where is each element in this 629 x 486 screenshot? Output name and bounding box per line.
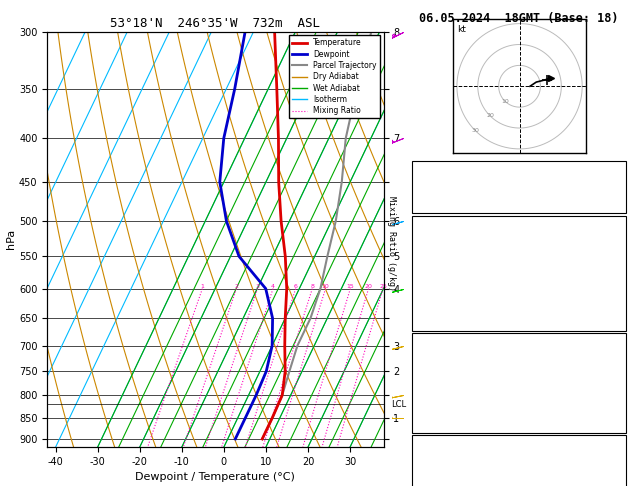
Text: 1.8: 1.8: [606, 251, 623, 260]
Text: θₑ (K): θₑ (K): [416, 369, 448, 378]
Text: SREH: SREH: [416, 470, 437, 480]
Text: 06.05.2024  18GMT (Base: 18): 06.05.2024 18GMT (Base: 18): [419, 12, 619, 25]
Text: 8.2: 8.2: [606, 235, 623, 244]
Text: 30: 30: [471, 128, 479, 133]
Text: θₑ(K): θₑ(K): [416, 267, 443, 277]
Text: Hodograph: Hodograph: [495, 439, 543, 448]
Text: 0: 0: [617, 315, 623, 325]
Text: Most Unstable: Most Unstable: [484, 338, 554, 347]
Text: Dewp (°C): Dewp (°C): [416, 251, 464, 260]
Text: Surface: Surface: [500, 220, 538, 229]
Text: 10: 10: [501, 99, 509, 104]
Text: Pressure (mb): Pressure (mb): [416, 353, 486, 362]
Y-axis label: km
ASL: km ASL: [413, 228, 431, 250]
Text: 0: 0: [617, 417, 623, 426]
Title: 53°18'N  246°35'W  732m  ASL: 53°18'N 246°35'W 732m ASL: [111, 17, 320, 31]
Text: Mixing Ratio (g/kg): Mixing Ratio (g/kg): [387, 195, 396, 291]
Text: 24: 24: [612, 166, 623, 174]
Text: 0: 0: [617, 299, 623, 309]
Text: 4: 4: [271, 284, 275, 289]
Legend: Temperature, Dewpoint, Parcel Trajectory, Dry Adiabat, Wet Adiabat, Isotherm, Mi: Temperature, Dewpoint, Parcel Trajectory…: [289, 35, 380, 118]
Text: Temp (°C): Temp (°C): [416, 235, 464, 244]
Text: 2: 2: [235, 284, 238, 289]
Text: CAPE (J): CAPE (J): [416, 401, 459, 410]
Text: PW (cm): PW (cm): [416, 198, 454, 207]
Text: 20: 20: [365, 284, 372, 289]
Text: 8: 8: [310, 284, 314, 289]
Text: kt: kt: [457, 25, 465, 34]
Text: EH: EH: [416, 454, 426, 464]
Text: 8: 8: [617, 454, 623, 464]
Text: 45: 45: [612, 182, 623, 191]
Text: 1: 1: [201, 284, 204, 289]
Text: CAPE (J): CAPE (J): [416, 299, 459, 309]
Text: 3: 3: [255, 284, 260, 289]
Text: 9: 9: [617, 283, 623, 293]
Text: K: K: [416, 166, 421, 174]
Text: 20: 20: [486, 113, 494, 118]
Text: 6: 6: [294, 284, 298, 289]
Text: LCL: LCL: [391, 400, 406, 409]
Text: 311: 311: [606, 369, 623, 378]
Text: 1.33: 1.33: [601, 198, 623, 207]
Text: 25: 25: [379, 284, 387, 289]
X-axis label: Dewpoint / Temperature (°C): Dewpoint / Temperature (°C): [135, 472, 296, 483]
Text: 303: 303: [606, 267, 623, 277]
Text: 18: 18: [612, 470, 623, 480]
Text: 0: 0: [617, 401, 623, 410]
Text: CIN (J): CIN (J): [416, 315, 454, 325]
Y-axis label: hPa: hPa: [6, 229, 16, 249]
Text: Lifted Index: Lifted Index: [416, 283, 481, 293]
Text: 10: 10: [321, 284, 330, 289]
Text: 3: 3: [617, 385, 623, 394]
Text: Totals Totals: Totals Totals: [416, 182, 486, 191]
Text: 15: 15: [347, 284, 354, 289]
Text: CIN (J): CIN (J): [416, 417, 454, 426]
Text: 750: 750: [606, 353, 623, 362]
Text: Lifted Index: Lifted Index: [416, 385, 481, 394]
